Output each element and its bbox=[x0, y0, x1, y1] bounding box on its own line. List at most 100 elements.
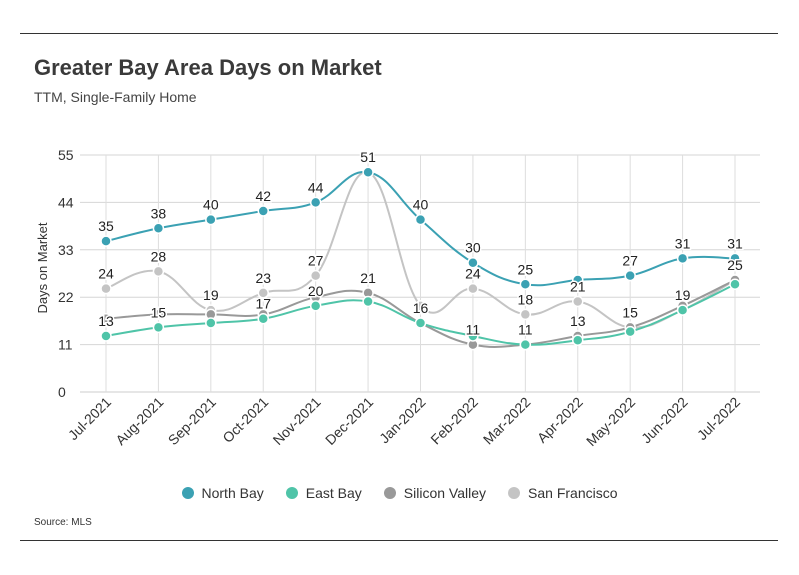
y-tick-label: 22 bbox=[58, 289, 74, 305]
legend-item-east-bay[interactable]: East Bay bbox=[285, 485, 362, 501]
data-label-north-bay: 42 bbox=[255, 188, 271, 204]
y-axis-label: Days on Market bbox=[35, 222, 50, 313]
data-point-east-bay[interactable] bbox=[729, 278, 741, 291]
x-tick-label: Jul-2021 bbox=[65, 394, 114, 443]
data-label-san-francisco: 27 bbox=[308, 253, 324, 269]
data-label-north-bay: 31 bbox=[675, 235, 691, 251]
data-point-san-francisco[interactable] bbox=[309, 269, 322, 282]
data-point-east-bay[interactable] bbox=[152, 321, 165, 334]
data-point-san-francisco[interactable] bbox=[519, 308, 532, 321]
y-tick-label: 33 bbox=[58, 242, 74, 258]
data-label-east-bay: 15 bbox=[151, 304, 167, 320]
y-tick-label: 0 bbox=[58, 384, 66, 400]
y-tick-label: 11 bbox=[58, 337, 73, 353]
data-point-east-bay[interactable] bbox=[100, 330, 112, 342]
data-label-east-bay: 13 bbox=[98, 313, 114, 329]
x-tick-label: Apr-2022 bbox=[534, 394, 586, 446]
data-label-east-bay: 20 bbox=[308, 283, 324, 299]
series-layer bbox=[100, 166, 741, 351]
data-point-east-bay[interactable] bbox=[414, 317, 427, 329]
data-label-san-francisco: 28 bbox=[151, 248, 167, 264]
data-label-san-francisco: 19 bbox=[203, 287, 219, 303]
x-tick-label: May-2022 bbox=[583, 394, 638, 449]
legend-label-north-bay: North Bay bbox=[201, 485, 264, 501]
data-point-east-bay[interactable] bbox=[624, 325, 636, 338]
data-label-silicon-valley: 13 bbox=[570, 313, 586, 329]
data-point-north-bay[interactable] bbox=[309, 196, 322, 209]
data-point-north-bay[interactable] bbox=[100, 235, 112, 247]
data-point-east-bay[interactable] bbox=[257, 312, 269, 325]
data-point-north-bay[interactable] bbox=[205, 213, 217, 226]
data-point-san-francisco[interactable] bbox=[152, 265, 165, 278]
legend-label-east-bay: East Bay bbox=[305, 485, 362, 501]
x-tick-label: Dec-2021 bbox=[322, 394, 376, 448]
data-point-north-bay[interactable] bbox=[519, 278, 532, 291]
legend-item-silicon-valley[interactable]: Silicon Valley bbox=[383, 485, 486, 501]
x-tick-label: Sep-2021 bbox=[165, 394, 219, 448]
data-point-silicon-valley[interactable] bbox=[152, 308, 165, 321]
legend-label-san-francisco: San Francisco bbox=[528, 485, 618, 501]
data-point-north-bay[interactable] bbox=[467, 256, 479, 269]
data-point-san-francisco[interactable] bbox=[100, 282, 112, 295]
data-point-silicon-valley[interactable] bbox=[100, 312, 112, 325]
data-label-north-bay: 40 bbox=[413, 197, 429, 213]
data-point-north-bay[interactable] bbox=[152, 222, 165, 235]
data-point-east-bay[interactable] bbox=[676, 304, 689, 316]
data-label-north-bay: 51 bbox=[360, 149, 376, 165]
data-label-north-bay: 25 bbox=[518, 261, 534, 277]
data-point-east-bay[interactable] bbox=[205, 317, 217, 329]
data-point-north-bay[interactable] bbox=[676, 252, 689, 265]
data-point-san-francisco[interactable] bbox=[257, 287, 269, 299]
data-label-san-francisco: 18 bbox=[518, 291, 534, 307]
data-label-north-bay: 38 bbox=[151, 205, 167, 221]
data-label-silicon-valley: 11 bbox=[466, 322, 481, 338]
data-point-north-bay[interactable] bbox=[624, 269, 636, 282]
x-tick-label: Nov-2021 bbox=[270, 394, 324, 448]
y-tick-label: 44 bbox=[58, 194, 74, 210]
data-label-san-francisco: 15 bbox=[622, 304, 638, 320]
data-label-san-francisco: 21 bbox=[570, 279, 586, 295]
data-point-san-francisco[interactable] bbox=[414, 300, 427, 312]
data-point-north-bay[interactable] bbox=[362, 166, 374, 178]
data-point-north-bay[interactable] bbox=[414, 213, 427, 226]
data-label-north-bay: 40 bbox=[203, 197, 219, 213]
data-point-east-bay[interactable] bbox=[309, 300, 322, 312]
data-point-north-bay[interactable] bbox=[257, 205, 269, 217]
data-label-north-bay: 30 bbox=[465, 240, 481, 256]
source-note: Source: MLS bbox=[34, 517, 92, 528]
x-tick-label: Jun-2022 bbox=[638, 394, 691, 447]
line-chart: 0 11 22 33 44 55 Days on Market 35 38 40 42 44 51 4… bbox=[35, 147, 760, 449]
data-point-san-francisco[interactable] bbox=[467, 282, 479, 295]
legend-item-north-bay[interactable]: North Bay bbox=[181, 485, 264, 501]
data-label-san-francisco: 23 bbox=[255, 270, 271, 286]
legend-dot-east-bay bbox=[285, 487, 298, 499]
data-point-east-bay[interactable] bbox=[467, 330, 479, 342]
data-label-north-bay: 27 bbox=[622, 253, 638, 269]
data-label-silicon-valley: 16 bbox=[413, 300, 429, 316]
x-tick-label: Jan-2022 bbox=[376, 394, 429, 447]
x-tick-label: Aug-2021 bbox=[112, 394, 166, 448]
chart-subtitle: TTM, Single-Family Home bbox=[34, 89, 197, 105]
data-point-north-bay[interactable] bbox=[729, 252, 741, 265]
legend-item-san-francisco[interactable]: San Francisco bbox=[508, 485, 618, 501]
data-label-san-francisco: 19 bbox=[675, 287, 691, 303]
data-label-north-bay: 31 bbox=[727, 235, 743, 251]
legend-dot-silicon-valley bbox=[383, 487, 396, 499]
data-point-san-francisco[interactable] bbox=[572, 295, 584, 308]
data-label-north-bay: 35 bbox=[98, 218, 114, 234]
data-label-san-francisco: 24 bbox=[98, 266, 114, 282]
data-label-silicon-valley: 11 bbox=[518, 322, 533, 338]
data-point-east-bay[interactable] bbox=[572, 334, 584, 347]
legend-dot-north-bay bbox=[181, 487, 194, 499]
data-point-north-bay[interactable] bbox=[572, 274, 584, 286]
data-point-east-bay[interactable] bbox=[362, 295, 374, 308]
legend-dot-san-francisco bbox=[508, 487, 521, 499]
x-tick-label: Jul-2022 bbox=[694, 394, 743, 443]
chart-title: Greater Bay Area Days on Market bbox=[34, 55, 382, 80]
data-point-east-bay[interactable] bbox=[519, 338, 532, 351]
data-label-san-francisco: 24 bbox=[465, 266, 481, 282]
x-tick-label: Oct-2021 bbox=[219, 394, 271, 446]
bottom-rule bbox=[20, 540, 778, 541]
data-label-east-bay: 17 bbox=[255, 296, 271, 312]
